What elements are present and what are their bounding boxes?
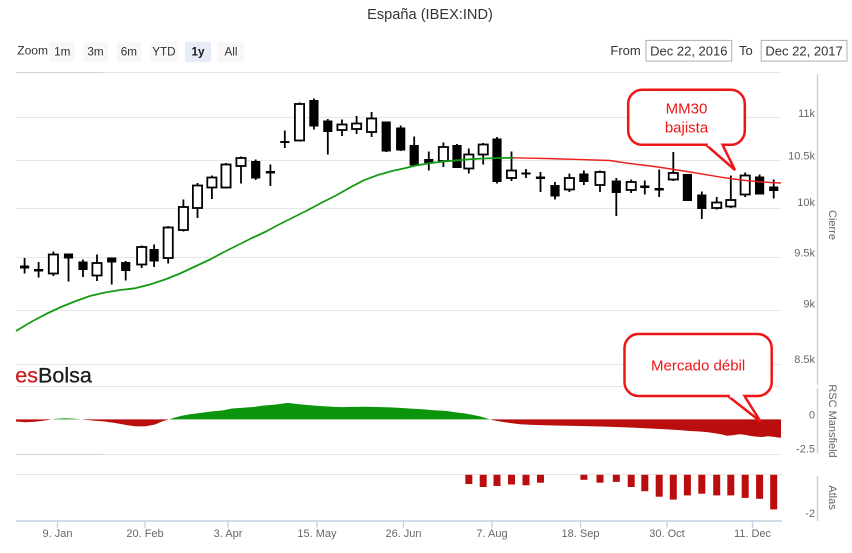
svg-text:11. Dec: 11. Dec (734, 528, 772, 540)
svg-text:Cierre: Cierre (826, 210, 838, 240)
svg-text:9.5k: 9.5k (794, 247, 815, 259)
svg-text:18. Sep: 18. Sep (562, 528, 600, 540)
svg-text:1y: 1y (191, 46, 205, 59)
svg-text:Zoom: Zoom (17, 44, 48, 58)
svg-text:7. Aug: 7. Aug (476, 528, 507, 540)
svg-text:10.5k: 10.5k (788, 150, 815, 162)
svg-text:Atlas: Atlas (826, 485, 838, 510)
svg-text:11k: 11k (798, 108, 815, 120)
svg-text:3. Apr: 3. Apr (214, 528, 243, 540)
svg-text:All: All (225, 46, 238, 59)
svg-text:From: From (610, 43, 640, 58)
svg-text:1m: 1m (54, 46, 70, 59)
svg-text:3m: 3m (87, 46, 103, 59)
svg-text:0: 0 (809, 409, 815, 421)
svg-text:20. Feb: 20. Feb (126, 528, 163, 540)
svg-text:26. Jun: 26. Jun (385, 528, 421, 540)
svg-text:bajista: bajista (665, 119, 709, 136)
svg-text:Mercado débil: Mercado débil (651, 358, 745, 375)
svg-text:9k: 9k (803, 299, 815, 311)
svg-text:To: To (739, 43, 753, 58)
svg-text:-2.5: -2.5 (796, 443, 815, 455)
svg-text:España (IBEX:IND): España (IBEX:IND) (367, 7, 493, 23)
svg-text:Dec 22, 2016: Dec 22, 2016 (650, 44, 727, 59)
svg-text:10k: 10k (797, 197, 815, 209)
svg-text:RSC Mansfield: RSC Mansfield (826, 384, 838, 457)
svg-text:9. Jan: 9. Jan (43, 528, 73, 540)
svg-text:YTD: YTD (152, 46, 175, 59)
svg-text:-2: -2 (805, 508, 815, 520)
svg-text:6m: 6m (121, 46, 137, 59)
svg-text:30. Oct: 30. Oct (649, 528, 684, 540)
svg-text:esBolsa: esBolsa (15, 363, 92, 387)
svg-text:15. May: 15. May (297, 528, 337, 540)
svg-text:Dec 22, 2017: Dec 22, 2017 (765, 44, 842, 59)
svg-text:8.5k: 8.5k (794, 354, 815, 366)
svg-text:MM30: MM30 (666, 100, 708, 117)
